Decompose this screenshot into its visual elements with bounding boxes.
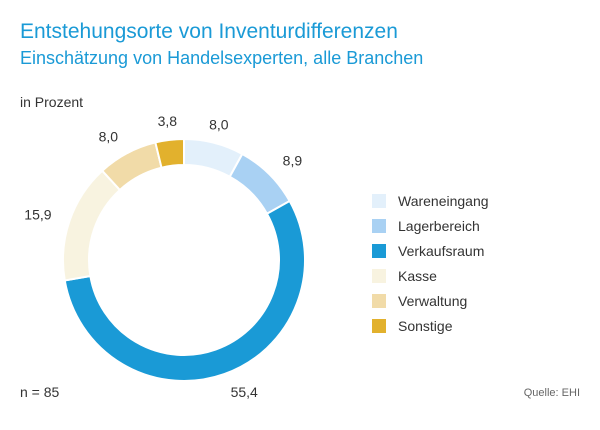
value-label-kasse: 15,9: [24, 207, 51, 223]
slice-kasse: [62, 169, 122, 282]
slice-lagerbereich: [228, 152, 292, 216]
legend-swatch: [372, 318, 386, 333]
slice-sonstige: [154, 137, 185, 169]
value-label-verwaltung: 8,0: [99, 128, 119, 144]
value-label-verkaufsraum: 55,4: [231, 384, 258, 400]
legend-item-kasse: Kasse: [372, 263, 489, 288]
legend-swatch: [372, 193, 386, 208]
chart-subtitle: Einschätzung von Handelsexperten, alle B…: [20, 48, 424, 68]
legend-swatch: [372, 218, 386, 233]
legend-label: Wareneingang: [398, 192, 489, 209]
value-label-wareneingang: 8,0: [209, 116, 229, 132]
value-label-sonstige: 3,8: [158, 113, 178, 129]
slice-verkaufsraum: [63, 199, 306, 382]
legend-swatch: [372, 293, 386, 308]
legend-item-verwaltung: Verwaltung: [372, 288, 489, 313]
legend-item-wareneingang: Wareneingang: [372, 188, 489, 213]
legend-label: Verkaufsraum: [398, 242, 485, 259]
value-label-lagerbereich: 8,9: [283, 153, 303, 169]
legend-item-verkaufsraum: Verkaufsraum: [372, 238, 489, 263]
legend-item-lagerbereich: Lagerbereich: [372, 213, 489, 238]
sample-size-note: n = 85: [20, 384, 60, 400]
legend-label: Sonstige: [398, 317, 453, 334]
legend-item-sonstige: Sonstige: [372, 313, 489, 338]
unit-label: in Prozent: [20, 94, 84, 110]
legend-swatch: [372, 243, 386, 258]
chart-title: Entstehungsorte von Inventurdifferenzen: [20, 20, 398, 43]
chart-legend: Wareneingang Lagerbereich Verkaufsraum Kass…: [372, 188, 489, 338]
legend-label: Verwaltung: [398, 292, 468, 309]
legend-label: Kasse: [398, 267, 437, 284]
source-note: Quelle: EHI: [523, 387, 580, 399]
legend-label: Lagerbereich: [398, 217, 480, 234]
legend-swatch: [372, 268, 386, 283]
